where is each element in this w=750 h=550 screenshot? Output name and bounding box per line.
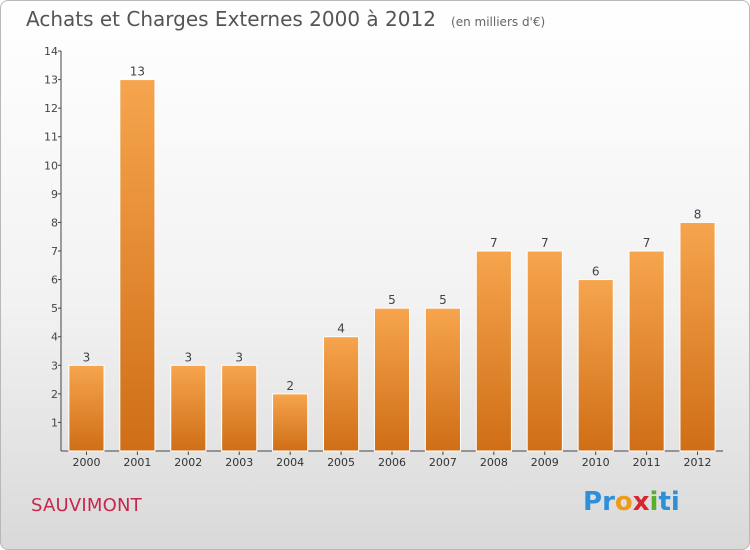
bar-2008	[475, 250, 512, 452]
x-tick-label-2004: 2004	[276, 456, 304, 469]
data-label-2011: 7	[643, 236, 651, 250]
y-tick-label: 5	[51, 302, 58, 315]
bar-2005	[323, 336, 360, 452]
proxiti-logo: Proxiti	[583, 487, 680, 517]
x-tick-label-2005: 2005	[327, 456, 355, 469]
data-label-2007: 5	[439, 293, 447, 307]
bar-2004	[272, 393, 309, 452]
logo-letter: i	[649, 487, 659, 517]
x-tick-label-2000: 2000	[72, 456, 100, 469]
x-tick-label-2007: 2007	[429, 456, 457, 469]
y-tick-label: 8	[51, 216, 58, 229]
data-label-2006: 5	[388, 293, 396, 307]
bar-2002	[170, 364, 207, 452]
logo-letter: t	[658, 487, 671, 517]
x-tick-label-2001: 2001	[123, 456, 151, 469]
y-tick-label: 13	[44, 74, 58, 87]
y-tick-label: 11	[44, 131, 58, 144]
bar-2007	[424, 307, 461, 452]
logo-letter: r	[602, 487, 615, 517]
chart-bars	[68, 79, 716, 452]
y-tick-label: 12	[44, 102, 58, 115]
data-label-2010: 6	[592, 265, 600, 279]
chart-labels: 3 2000 13 2001 3 2002 3 2003 2 2004 4 2005 5 2006 5 200…	[72, 65, 711, 469]
y-tick-label: 6	[51, 274, 58, 287]
data-label-2002: 3	[184, 350, 192, 364]
data-label-2003: 3	[235, 350, 243, 364]
bar-2006	[373, 307, 411, 452]
y-tick-label: 7	[51, 245, 58, 258]
bar-2003	[221, 364, 258, 452]
data-label-2012: 8	[694, 207, 702, 221]
x-tick-label-2009: 2009	[531, 456, 559, 469]
y-tick-label: 3	[51, 359, 58, 372]
x-tick-label-2012: 2012	[684, 456, 712, 469]
x-tick-label-2002: 2002	[174, 456, 202, 469]
bar-2010	[577, 279, 614, 452]
y-tick-label: 2	[51, 388, 58, 401]
x-tick-label-2006: 2006	[378, 456, 406, 469]
bar-2000	[68, 364, 105, 452]
x-tick-label-2010: 2010	[582, 456, 610, 469]
data-label-2005: 4	[337, 322, 345, 336]
logo-letter: x	[632, 487, 650, 517]
y-tick-label: 10	[44, 159, 58, 172]
place-name: SAUVIMONT	[31, 495, 142, 516]
x-tick-label-2011: 2011	[633, 456, 661, 469]
logo-letter: o	[614, 487, 633, 517]
data-label-2009: 7	[541, 236, 549, 250]
y-tick-label: 4	[51, 331, 58, 344]
x-tick-label-2003: 2003	[225, 456, 253, 469]
y-tick-label: 14	[44, 45, 58, 58]
data-label-2008: 7	[490, 236, 498, 250]
bar-2012	[679, 221, 716, 452]
bar-2001	[119, 79, 156, 452]
chart-title-block: Achats et Charges Externes 2000 à 2012 (…	[26, 7, 545, 31]
y-tick-label: 1	[51, 416, 58, 429]
bar-2009	[526, 250, 563, 452]
logo-letter: i	[670, 487, 680, 517]
chart-unit: (en milliers d'€)	[451, 15, 546, 29]
chart-title: Achats et Charges Externes 2000 à 2012	[26, 7, 436, 31]
logo-letter: P	[583, 487, 603, 517]
data-label-2000: 3	[83, 350, 91, 364]
data-label-2001: 13	[130, 65, 145, 79]
x-tick-label-2008: 2008	[480, 456, 508, 469]
data-label-2004: 2	[286, 379, 294, 393]
bar-2011	[628, 250, 665, 452]
y-tick-label: 9	[51, 188, 58, 201]
